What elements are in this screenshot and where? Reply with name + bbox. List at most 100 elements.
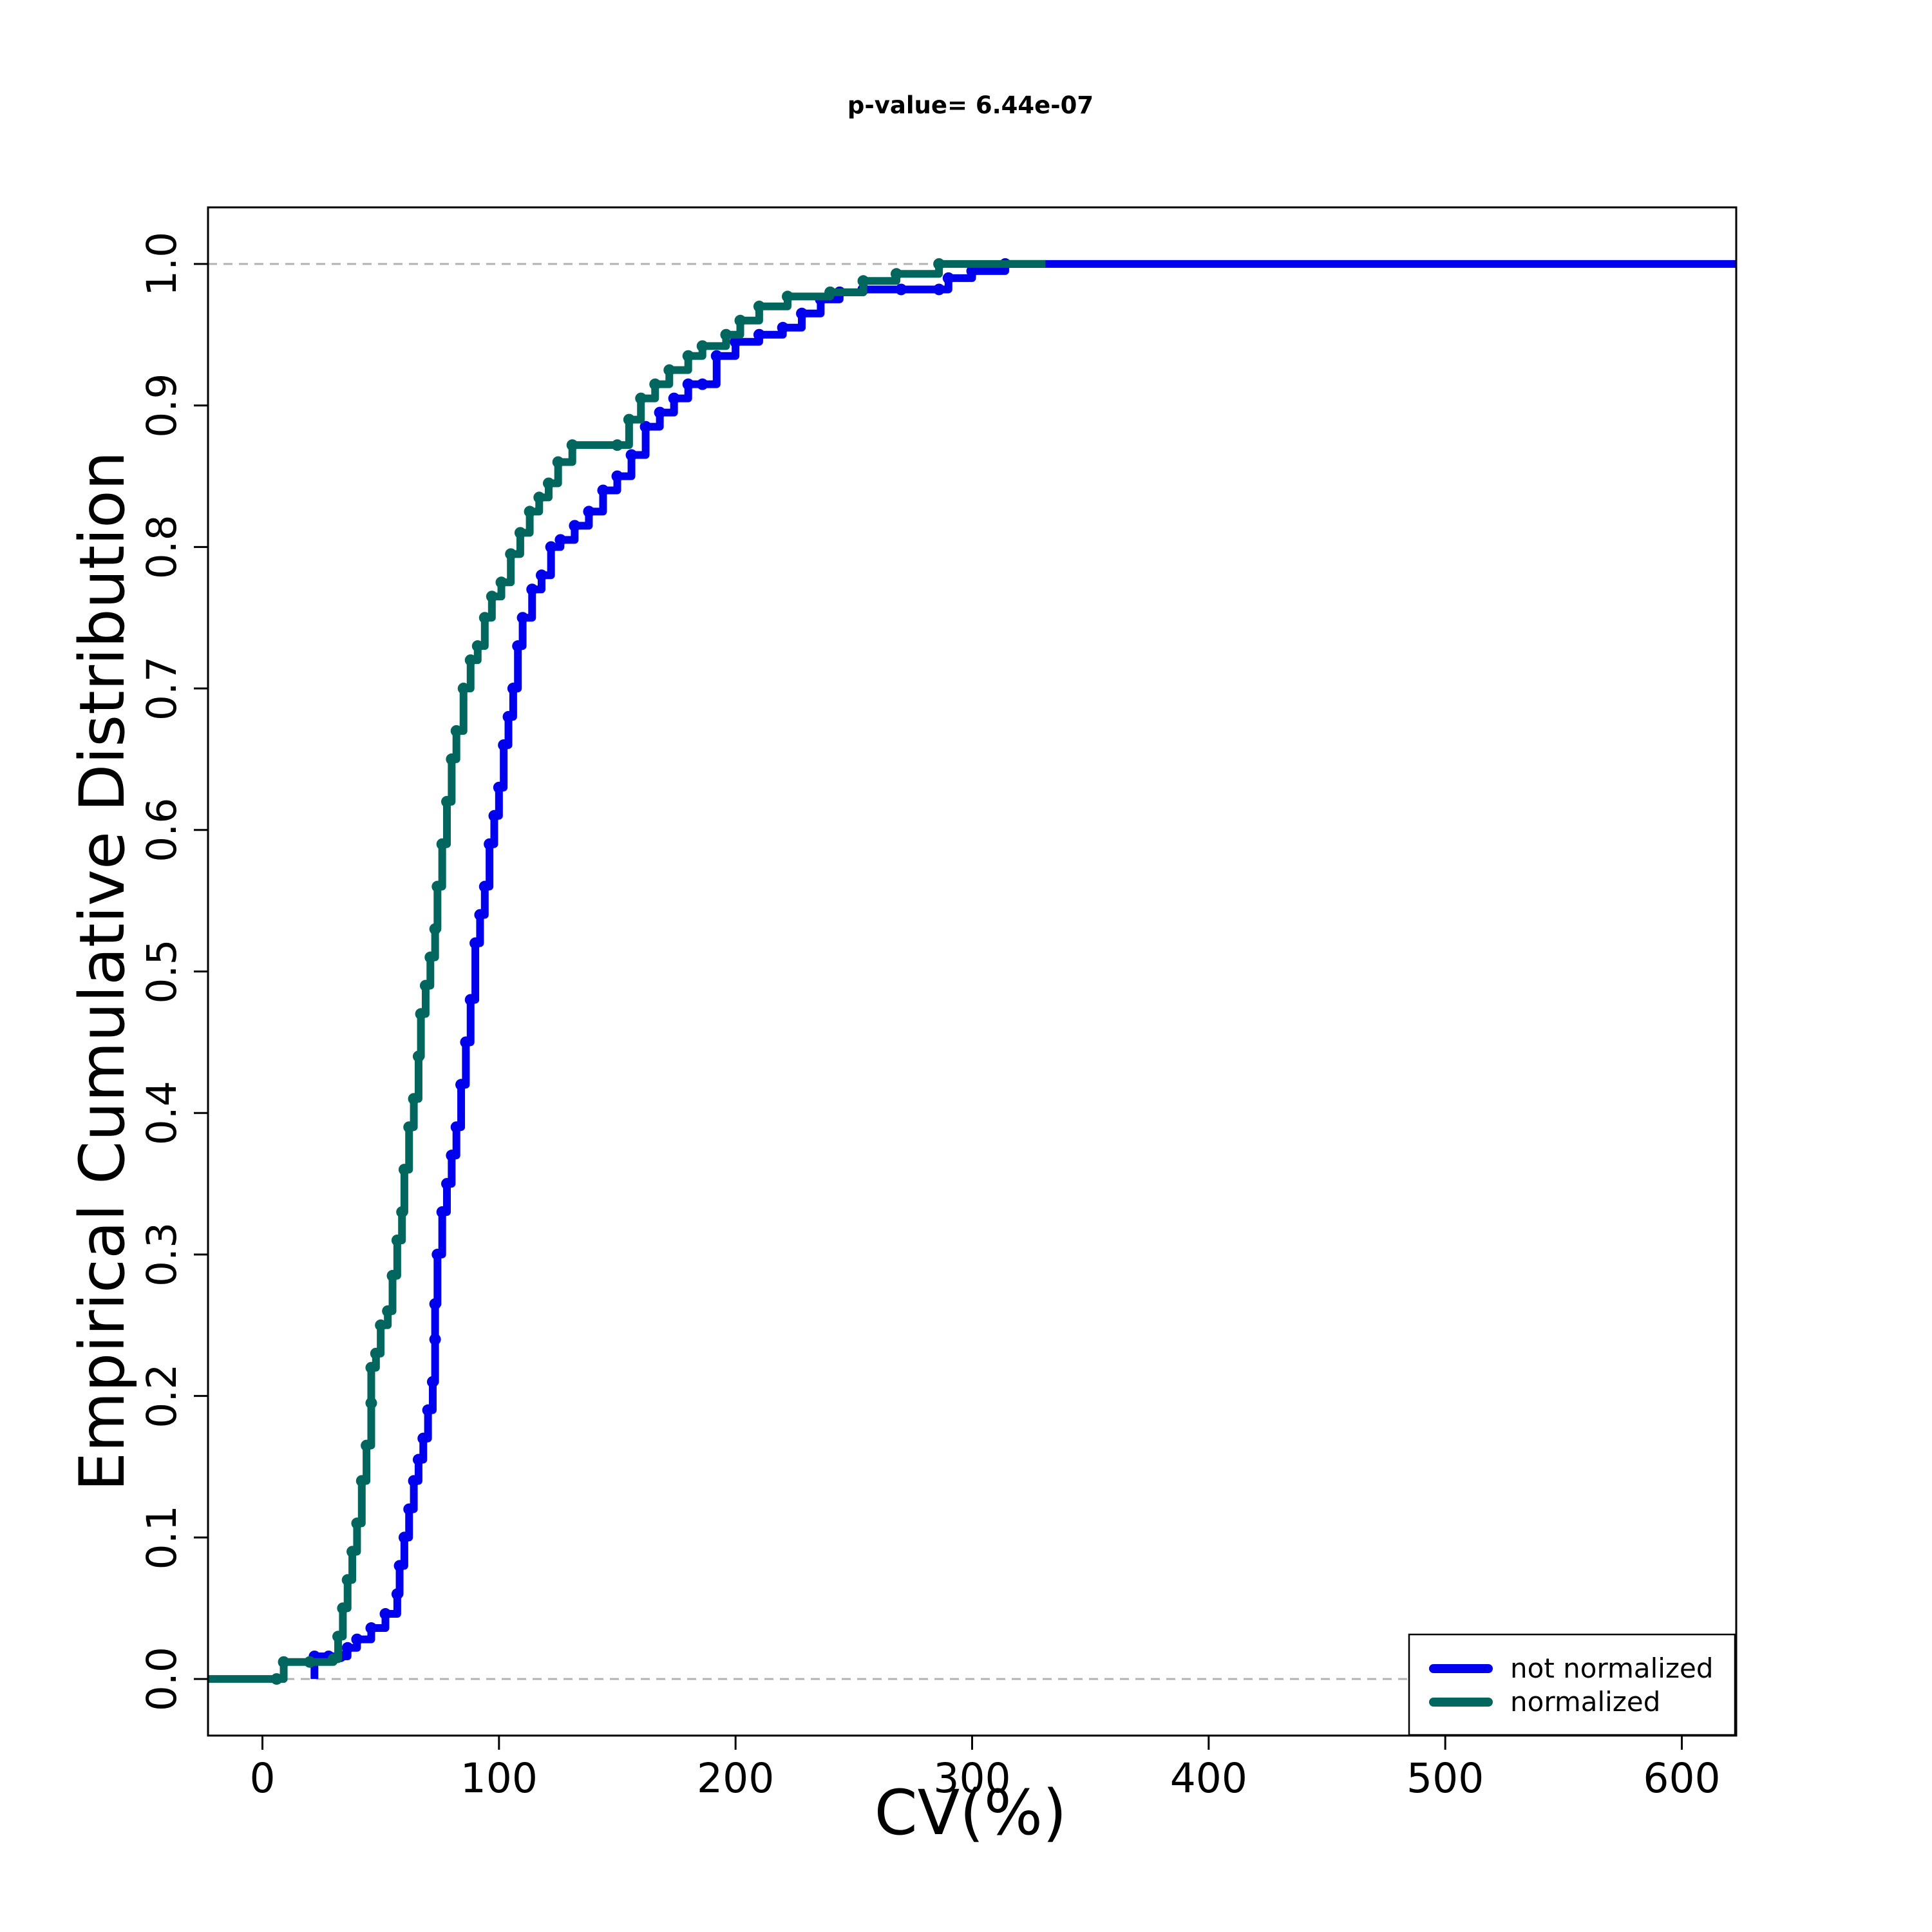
series-1-point	[486, 591, 498, 603]
series-0-point	[474, 909, 486, 921]
series-1-point	[649, 378, 661, 390]
series-0-point	[488, 810, 500, 822]
y-axis: 0.0 0.1 0.2 0.3 0.4 0.5 0.6 0.7 0.8 0.9 1.0	[138, 232, 208, 1711]
series-1-point	[734, 314, 746, 327]
series-1-point	[471, 640, 484, 652]
series-0-point	[393, 1560, 406, 1572]
series-1-point	[552, 456, 564, 468]
series-1-point	[696, 340, 708, 352]
series-1-point	[303, 1656, 316, 1668]
series-0-point	[796, 307, 808, 319]
x-tick-label-3: 300	[933, 1755, 1010, 1802]
reference-lines	[208, 263, 1736, 1680]
series-1-point	[415, 1008, 427, 1020]
y-tick-label-4: 0.4	[138, 1081, 185, 1145]
y-axis-title: Empirical Cumulative Distribution	[66, 451, 138, 1491]
series-0-point	[545, 541, 557, 553]
series-1-point	[542, 477, 554, 489]
legend: not normalized normalized	[1408, 1633, 1736, 1736]
series-1-point	[524, 506, 536, 518]
series-1-point	[431, 880, 444, 893]
series-0-point	[966, 265, 978, 277]
series-1-point	[533, 491, 545, 504]
y-tick-label-0: 0.0	[138, 1647, 185, 1711]
x-tick-label-5: 500	[1406, 1755, 1484, 1802]
series-1-point	[365, 1397, 377, 1409]
series-0-point	[460, 1036, 472, 1048]
series-1	[208, 258, 1046, 1685]
series-0-point	[696, 378, 708, 390]
series-0-point	[611, 470, 623, 482]
series-1-point	[623, 413, 635, 426]
series-1-point	[446, 753, 458, 765]
y-tick-label-3: 0.3	[138, 1222, 185, 1287]
series-1-point	[419, 980, 431, 992]
series-0-point	[554, 534, 567, 546]
series-0-point	[351, 1633, 363, 1645]
series-1-point	[391, 1234, 403, 1246]
series-layer	[208, 258, 1736, 1685]
y-tick-label-2: 0.2	[138, 1364, 185, 1428]
series-1-point	[857, 275, 869, 287]
series-0-point	[710, 350, 723, 362]
series-1-point	[505, 548, 517, 560]
x-axis: 0 100 200 300 400 500 600	[249, 1736, 1721, 1802]
series-1-point	[370, 1347, 382, 1359]
series-0-point	[426, 1376, 439, 1388]
series-line-0	[310, 260, 1736, 1680]
series-0-point	[516, 612, 529, 624]
series-1-point	[441, 795, 453, 808]
series-0-point	[512, 640, 524, 652]
series-0-point	[365, 1622, 377, 1634]
series-line-1	[208, 260, 1046, 1683]
series-0-point	[502, 711, 515, 723]
series-0-point	[429, 1333, 441, 1345]
series-0-point	[408, 1475, 420, 1487]
series-1-point	[720, 328, 732, 341]
series-1-point	[341, 1574, 354, 1586]
series-1-point	[396, 1206, 408, 1218]
series-1-point	[933, 258, 945, 270]
series-0-point	[379, 1608, 392, 1620]
series-0-point	[464, 994, 477, 1006]
series-1-point	[429, 923, 441, 935]
series-1-point	[412, 1050, 424, 1063]
series-1-point	[351, 1517, 363, 1530]
series-1-point	[566, 439, 578, 451]
series-0-point	[391, 1588, 403, 1600]
series-0-point	[895, 283, 907, 296]
series-1-point	[337, 1602, 349, 1615]
series-1-point	[514, 527, 526, 539]
series-1-point	[408, 1093, 420, 1105]
x-tick-label-6: 600	[1643, 1755, 1720, 1802]
series-0-point	[777, 321, 789, 334]
series-1-point	[495, 576, 507, 589]
series-0-point	[455, 1079, 468, 1091]
series-0-point	[403, 1503, 415, 1515]
series-0	[308, 258, 1736, 1680]
y-tick-label-6: 0.6	[138, 798, 185, 862]
series-0-point	[668, 392, 680, 404]
series-0-point	[493, 781, 505, 793]
y-tick-label-8: 0.8	[138, 515, 185, 579]
y-tick-label-9: 0.9	[138, 374, 185, 438]
series-1-point	[682, 350, 694, 362]
series-1-point	[332, 1631, 345, 1643]
series-0-point	[597, 484, 609, 497]
series-1-point	[457, 683, 469, 695]
series-0-point	[569, 520, 581, 532]
legend-label-not-normalized: not normalized	[1510, 1653, 1714, 1684]
series-0-point	[412, 1454, 424, 1466]
series-1-point	[270, 1673, 283, 1685]
series-1-point	[478, 612, 491, 624]
series-0-point	[526, 583, 538, 596]
series-1-point	[403, 1121, 415, 1133]
series-1-point	[327, 1653, 339, 1665]
plot-frame	[207, 206, 1738, 1737]
series-0-point	[654, 406, 666, 419]
series-1-point	[398, 1164, 410, 1176]
series-0-point	[933, 283, 945, 296]
chart-title: p-value= 6.44e-07	[848, 91, 1094, 119]
series-1-point	[424, 951, 437, 963]
